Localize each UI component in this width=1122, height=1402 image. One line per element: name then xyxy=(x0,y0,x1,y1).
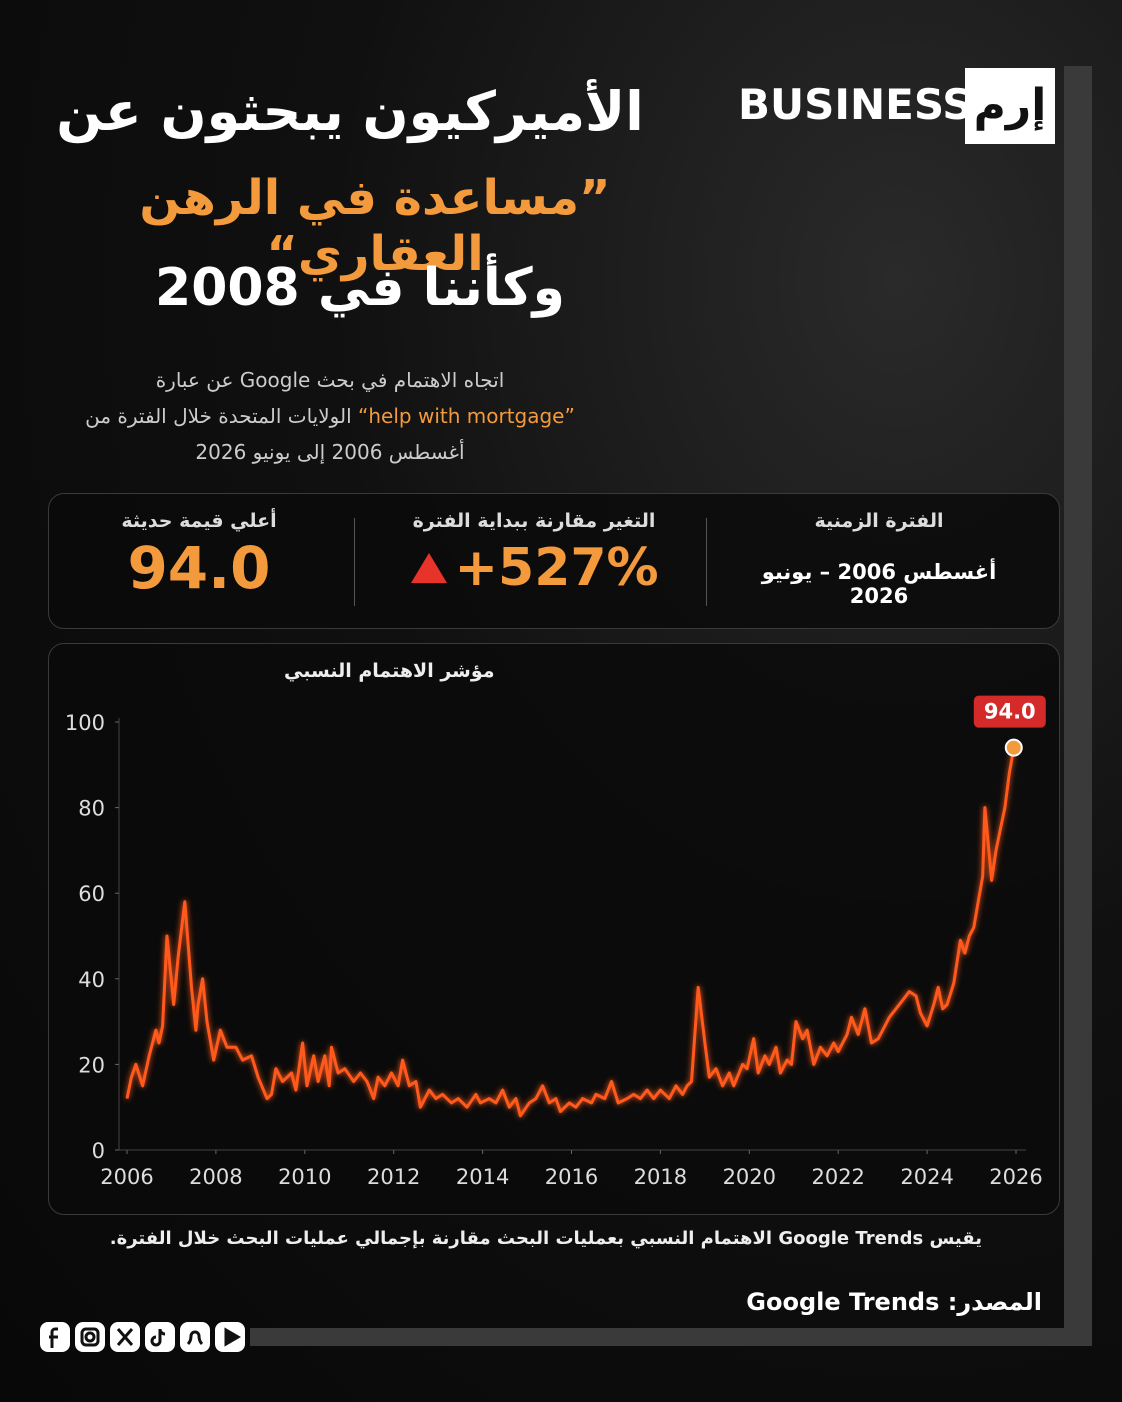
x-tick-label: 2006 xyxy=(100,1165,153,1189)
y-tick-label: 40 xyxy=(78,968,105,992)
stat-label: أعلي قيمة حديثة xyxy=(121,510,277,532)
x-tick-label: 2016 xyxy=(545,1165,598,1189)
divider xyxy=(354,518,355,606)
search-term: ”help with mortgage“ xyxy=(358,404,575,428)
social-icons xyxy=(40,1322,245,1352)
stats-panel: الفترة الزمنية أغسطس 2006 – يونيو 2026 ا… xyxy=(48,493,1060,629)
title: وكأننا في 2008 xyxy=(155,258,565,318)
annotation: 94.0 xyxy=(984,700,1036,724)
x-tick-label: 2010 xyxy=(278,1165,331,1189)
y-tick-label: 0 xyxy=(92,1139,105,1163)
peak-marker xyxy=(1004,738,1023,757)
stat-value: أغسطس 2006 – يونيو 2026 xyxy=(761,560,997,608)
subtitle-line: ”help with mortgage“ الولايات المتحدة خل… xyxy=(60,398,600,434)
stat-value: +527% xyxy=(454,538,659,598)
y-tick-label: 100 xyxy=(65,711,105,735)
x-tick-label: 2018 xyxy=(634,1165,687,1189)
x-tick-label: 2012 xyxy=(367,1165,420,1189)
x-tick-label: 2008 xyxy=(189,1165,242,1189)
title: ”مساعدة في الرهن العقاري“ xyxy=(139,170,611,282)
stat-label: التغير مقارنة ببداية الفترة xyxy=(412,510,656,532)
source: المصدر: Google Trends xyxy=(746,1288,1042,1316)
brand: BUSINESS xyxy=(738,80,973,129)
stat: أعلي قيمة حديثة 94.0 xyxy=(69,510,329,602)
subtitle-line: أغسطس 2006 إلى يونيو 2026 xyxy=(195,440,465,464)
stat-value: 94.0 xyxy=(127,534,271,602)
stat: الفترة الزمنية أغسطس 2006 – يونيو 2026 xyxy=(729,510,1029,608)
chart-panel: مؤشر الاهتمام النسبي 0 20 40 60 80 100 2006 200… xyxy=(48,643,1060,1215)
footnote: يقيس Google Trends الاهتمام النسبي بعملي… xyxy=(109,1228,982,1249)
up-arrow xyxy=(411,553,448,583)
icon-set xyxy=(40,1322,245,1352)
title: الأميركيون يبحثون عن xyxy=(56,80,644,143)
x-tick-label: 2024 xyxy=(900,1165,953,1189)
chart: مؤشر الاهتمام النسبي 0 20 40 60 80 100 2006 200… xyxy=(65,660,1046,1189)
x-tick-label: 2014 xyxy=(456,1165,509,1189)
subtitle: اتجاه الاهتمام في بحث Google عن عبارة ”h… xyxy=(60,362,600,470)
divider xyxy=(706,518,707,606)
annotation-box xyxy=(973,695,1046,728)
y-axis-title: مؤشر الاهتمام النسبي xyxy=(284,660,495,682)
y-tick-label: 20 xyxy=(78,1053,105,1077)
subtitle-text: الولايات المتحدة خلال الفترة من xyxy=(85,404,352,428)
frame-bar xyxy=(250,1328,1092,1346)
frame-bar xyxy=(1064,66,1092,1346)
stat: التغير مقارنة ببداية الفترة +527% xyxy=(389,510,679,598)
line-series xyxy=(125,747,1016,1118)
y-tick-label: 80 xyxy=(78,797,105,821)
x-tick-label: 2020 xyxy=(723,1165,776,1189)
stat-label: الفترة الزمنية xyxy=(814,510,944,532)
subtitle-line: اتجاه الاهتمام في بحث Google عن عبارة xyxy=(155,368,505,392)
logo: إرم xyxy=(965,68,1055,144)
x-tick-label: 2022 xyxy=(811,1165,864,1189)
y-tick-label: 60 xyxy=(78,882,105,906)
x-tick-label: 2026 xyxy=(989,1165,1042,1189)
